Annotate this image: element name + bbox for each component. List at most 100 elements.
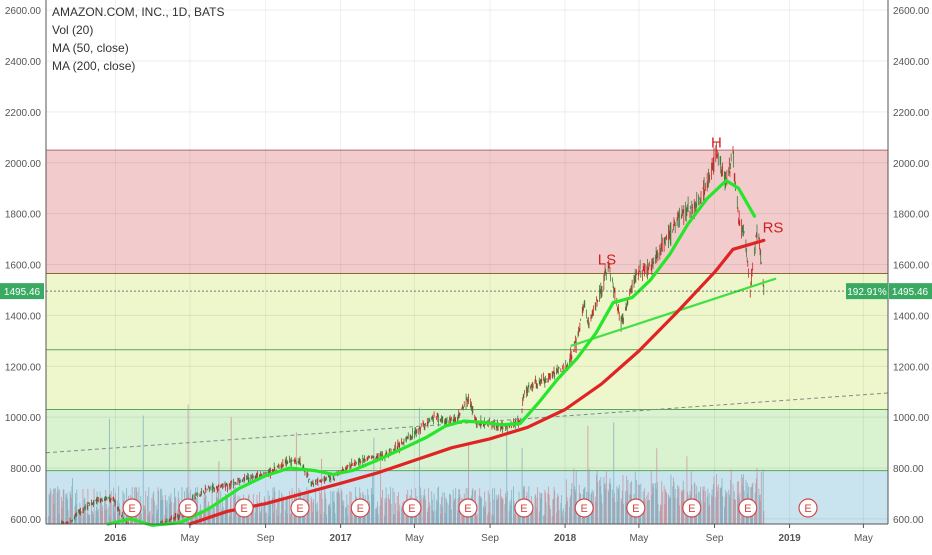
volume-bar bbox=[612, 498, 614, 524]
volume-bar bbox=[554, 490, 556, 524]
earnings-marker[interactable]: E bbox=[290, 498, 310, 518]
x-tick-label: Sep bbox=[257, 533, 275, 544]
legend-volume[interactable]: Vol (20) bbox=[52, 23, 94, 37]
earnings-marker-label: E bbox=[632, 503, 639, 515]
y-tick-left: 800.00 bbox=[10, 464, 41, 475]
legend-ma50[interactable]: MA (50, close) bbox=[52, 41, 129, 55]
volume-bar bbox=[418, 407, 420, 524]
volume-bar bbox=[715, 497, 717, 524]
volume-bar bbox=[429, 505, 431, 524]
volume-bar bbox=[436, 499, 438, 524]
volume-bar bbox=[437, 487, 439, 524]
volume-bar bbox=[373, 437, 375, 524]
volume-bar bbox=[268, 515, 270, 524]
volume-bar bbox=[506, 490, 508, 524]
volume-bar bbox=[461, 512, 463, 524]
volume-bar bbox=[647, 492, 649, 524]
volume-bar bbox=[84, 497, 86, 524]
volume-bar bbox=[177, 491, 179, 524]
volume-bar bbox=[712, 484, 714, 524]
y-tick-right: 600.00 bbox=[893, 515, 924, 526]
volume-bar bbox=[276, 508, 278, 524]
volume-bar bbox=[663, 485, 665, 524]
earnings-marker[interactable]: E bbox=[738, 498, 758, 518]
earnings-marker[interactable]: E bbox=[514, 498, 534, 518]
trendline-solid[interactable] bbox=[570, 277, 777, 347]
earnings-marker[interactable]: E bbox=[626, 498, 646, 518]
legend-symbol[interactable]: AMAZON.COM, INC., 1D, BATS bbox=[52, 5, 225, 19]
earnings-marker[interactable]: E bbox=[178, 498, 198, 518]
volume-bar bbox=[371, 494, 373, 524]
volume-bar bbox=[65, 497, 67, 524]
volume-bar bbox=[703, 486, 705, 524]
volume-bar bbox=[54, 488, 56, 524]
volume-bar bbox=[334, 502, 335, 524]
volume-bar bbox=[690, 471, 692, 524]
volume-bar bbox=[609, 478, 611, 524]
volume-bar bbox=[255, 507, 257, 524]
volume-bar bbox=[596, 474, 597, 524]
volume-bar bbox=[224, 509, 226, 524]
volume-bar bbox=[449, 493, 450, 524]
volume-bar bbox=[489, 494, 490, 524]
volume-bar bbox=[173, 502, 175, 524]
volume-bar bbox=[436, 501, 438, 524]
trendlines[interactable] bbox=[45, 277, 889, 454]
volume-bar bbox=[489, 502, 491, 524]
volume-bar bbox=[424, 495, 426, 524]
trendline-dashed[interactable] bbox=[45, 392, 889, 454]
volume-bar bbox=[660, 504, 662, 524]
volume-bar bbox=[485, 501, 487, 524]
volume-bar bbox=[118, 503, 120, 524]
volume-bar bbox=[569, 498, 571, 524]
volume-bar bbox=[552, 499, 554, 524]
volume-bar bbox=[233, 487, 235, 524]
earnings-marker[interactable]: E bbox=[798, 498, 818, 518]
volume-bar bbox=[517, 511, 519, 524]
volume-bar bbox=[222, 506, 224, 524]
volume-bar bbox=[92, 512, 94, 524]
legend-ma200[interactable]: MA (200, close) bbox=[52, 59, 136, 73]
volume-bar bbox=[495, 494, 497, 524]
pattern-label: LS bbox=[598, 252, 616, 269]
volume-bar bbox=[386, 497, 388, 524]
volume-bar bbox=[762, 469, 764, 524]
earnings-marker[interactable]: E bbox=[682, 498, 702, 518]
volume-bar bbox=[561, 511, 563, 524]
volume-bar bbox=[621, 490, 623, 524]
volume-bar bbox=[368, 503, 370, 524]
volume-bar bbox=[548, 486, 549, 524]
volume-bar bbox=[261, 507, 263, 524]
volume-bar bbox=[319, 493, 321, 524]
volume-bar bbox=[311, 499, 313, 524]
earnings-marker-circle bbox=[402, 498, 422, 518]
volume-bar bbox=[431, 499, 433, 524]
earnings-marker[interactable]: E bbox=[458, 498, 478, 518]
volume-bar bbox=[505, 496, 507, 524]
volume-bar bbox=[713, 476, 715, 524]
earnings-marker[interactable]: E bbox=[234, 498, 254, 518]
volume-bar bbox=[681, 492, 683, 524]
volume-bar bbox=[57, 486, 59, 524]
volume-bar bbox=[613, 493, 615, 524]
earnings-marker[interactable]: E bbox=[402, 498, 422, 518]
volume-bar bbox=[674, 497, 676, 524]
volume-bar bbox=[340, 489, 342, 524]
volume-bar bbox=[666, 492, 668, 524]
volume-bar bbox=[126, 510, 128, 524]
volume-bar bbox=[321, 498, 323, 524]
volume-bar bbox=[270, 503, 271, 524]
volume-bar bbox=[521, 447, 523, 524]
earnings-marker-label: E bbox=[128, 503, 135, 515]
volume-bar bbox=[511, 489, 513, 524]
volume-bar bbox=[492, 488, 494, 524]
volume-bar bbox=[652, 483, 653, 524]
earnings-marker[interactable]: E bbox=[574, 498, 594, 518]
volume-bar bbox=[708, 506, 709, 524]
earnings-marker[interactable]: E bbox=[350, 498, 370, 518]
earnings-marker[interactable]: E bbox=[122, 498, 142, 518]
volume-bar bbox=[652, 487, 654, 524]
y-tick-left: 2200.00 bbox=[5, 108, 42, 119]
